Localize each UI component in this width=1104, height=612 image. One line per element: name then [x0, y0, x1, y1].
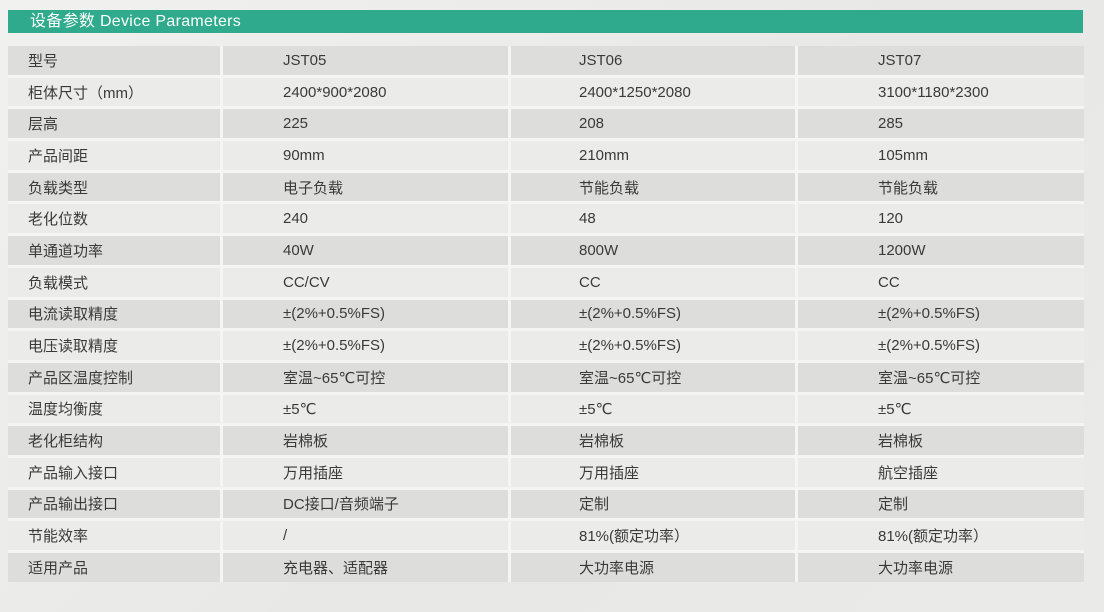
cell-value: 万用插座 [511, 457, 795, 487]
row-label: 层高 [8, 109, 220, 139]
cell-value: 208 [511, 109, 795, 139]
cell-value: 岩棉板 [798, 426, 1084, 455]
cell-value: / [223, 521, 508, 550]
cell-value: 40W [223, 236, 508, 265]
cell-value: CC [798, 267, 1084, 297]
cell-value: CC/CV [223, 267, 508, 297]
row-label: 产品输入接口 [8, 457, 220, 487]
section-title: 设备参数 Device Parameters [30, 13, 242, 30]
section-title-bar: 设备参数 Device Parameters [8, 10, 1083, 33]
cell-value: 81%(额定功率） [798, 521, 1084, 550]
cell-value: 岩棉板 [511, 426, 795, 455]
cell-value: 48 [511, 204, 795, 234]
cell-value: ±(2%+0.5%FS) [511, 299, 795, 329]
cell-value: 节能负载 [798, 172, 1084, 202]
cell-value: ±5℃ [511, 394, 795, 424]
cell-value: 室温~65℃可控 [798, 362, 1084, 392]
cell-value: ±(2%+0.5%FS) [798, 299, 1084, 329]
cell-value: 岩棉板 [223, 426, 508, 455]
cell-value: 2400*900*2080 [223, 77, 508, 107]
cell-value: 285 [798, 109, 1084, 139]
cell-value: 225 [223, 109, 508, 139]
cell-value: 210mm [511, 141, 795, 170]
cell-value: ±(2%+0.5%FS) [223, 331, 508, 360]
row-label: 电流读取精度 [8, 299, 220, 329]
cell-value: 定制 [511, 489, 795, 519]
row-label: 老化柜结构 [8, 426, 220, 455]
cell-value: 1200W [798, 236, 1084, 265]
cell-value: ±(2%+0.5%FS) [223, 299, 508, 329]
cell-value: 大功率电源 [798, 553, 1084, 582]
cell-value: JST07 [798, 46, 1084, 75]
device-parameters-table: 型号 JST05 JST06 JST07 柜体尺寸（mm） 2400*900*2080 24… [8, 46, 1084, 582]
cell-value: DC接口/音频端子 [223, 489, 508, 519]
cell-value: 105mm [798, 141, 1084, 170]
cell-value: ±(2%+0.5%FS) [798, 331, 1084, 360]
cell-value: 90mm [223, 141, 508, 170]
row-label: 型号 [8, 46, 220, 75]
cell-value: 800W [511, 236, 795, 265]
row-label: 电压读取精度 [8, 331, 220, 360]
row-label: 产品区温度控制 [8, 362, 220, 392]
cell-value: 室温~65℃可控 [511, 362, 795, 392]
cell-value: 定制 [798, 489, 1084, 519]
cell-value: 万用插座 [223, 457, 508, 487]
row-label: 老化位数 [8, 204, 220, 234]
cell-value: 节能负载 [511, 172, 795, 202]
cell-value: 240 [223, 204, 508, 234]
row-label: 适用产品 [8, 553, 220, 582]
cell-value: JST05 [223, 46, 508, 75]
cell-value: CC [511, 267, 795, 297]
cell-value: 81%(额定功率） [511, 521, 795, 550]
row-label: 产品间距 [8, 141, 220, 170]
row-label: 柜体尺寸（mm） [8, 77, 220, 107]
cell-value: JST06 [511, 46, 795, 75]
cell-value: 大功率电源 [511, 553, 795, 582]
row-label: 产品输出接口 [8, 489, 220, 519]
row-label: 负载类型 [8, 172, 220, 202]
cell-value: 2400*1250*2080 [511, 77, 795, 107]
cell-value: 室温~65℃可控 [223, 362, 508, 392]
row-label: 节能效率 [8, 521, 220, 550]
cell-value: 航空插座 [798, 457, 1084, 487]
cell-value: 3100*1180*2300 [798, 77, 1084, 107]
cell-value: 电子负载 [223, 172, 508, 202]
row-label: 单通道功率 [8, 236, 220, 265]
cell-value: 充电器、适配器 [223, 553, 508, 582]
cell-value: ±5℃ [223, 394, 508, 424]
cell-value: 120 [798, 204, 1084, 234]
row-label: 负载模式 [8, 267, 220, 297]
cell-value: ±5℃ [798, 394, 1084, 424]
cell-value: ±(2%+0.5%FS) [511, 331, 795, 360]
row-label: 温度均衡度 [8, 394, 220, 424]
